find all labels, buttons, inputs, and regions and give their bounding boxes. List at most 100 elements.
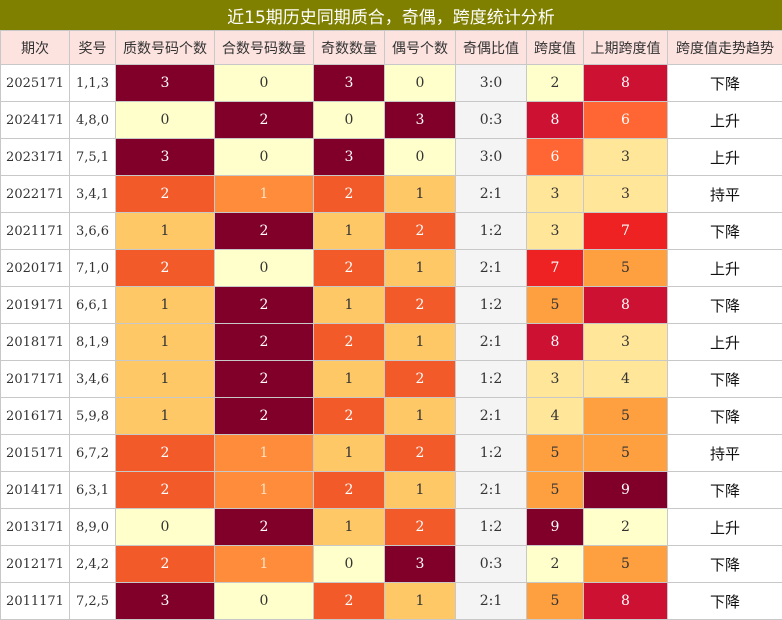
cell-award: 6,7,2 (70, 435, 116, 472)
cell-prime-count: 1 (116, 324, 215, 361)
cell-composite-count: 2 (215, 213, 314, 250)
cell-span: 7 (527, 250, 584, 287)
cell-odd-count: 1 (314, 287, 385, 324)
cell-period: 2019171 (1, 287, 70, 324)
cell-span-trend: 下降 (668, 287, 782, 324)
cell-even-count: 0 (385, 65, 456, 102)
header-span: 跨度值 (527, 31, 584, 65)
header-award: 奖号 (70, 31, 116, 65)
cell-odd-even-ratio: 3:0 (456, 139, 527, 176)
cell-span: 3 (527, 176, 584, 213)
cell-span-trend: 持平 (668, 176, 782, 213)
cell-composite-count: 2 (215, 509, 314, 546)
cell-odd-even-ratio: 1:2 (456, 361, 527, 398)
cell-award: 6,3,1 (70, 472, 116, 509)
header-prev-span: 上期跨度值 (584, 31, 668, 65)
cell-odd-count: 1 (314, 435, 385, 472)
cell-composite-count: 2 (215, 324, 314, 361)
cell-award: 1,1,3 (70, 65, 116, 102)
cell-even-count: 2 (385, 213, 456, 250)
cell-composite-count: 1 (215, 472, 314, 509)
header-prime-count: 质数号码个数 (116, 31, 215, 65)
cell-prime-count: 1 (116, 361, 215, 398)
cell-period: 2018171 (1, 324, 70, 361)
cell-composite-count: 2 (215, 102, 314, 139)
cell-composite-count: 2 (215, 287, 314, 324)
cell-prev-span: 4 (584, 361, 668, 398)
cell-prev-span: 8 (584, 287, 668, 324)
cell-span: 5 (527, 287, 584, 324)
cell-prev-span: 6 (584, 102, 668, 139)
cell-span-trend: 持平 (668, 435, 782, 472)
cell-prime-count: 3 (116, 139, 215, 176)
cell-span: 3 (527, 213, 584, 250)
cell-even-count: 3 (385, 546, 456, 583)
cell-odd-even-ratio: 1:2 (456, 287, 527, 324)
cell-even-count: 1 (385, 583, 456, 620)
cell-period: 2016171 (1, 398, 70, 435)
cell-span-trend: 上升 (668, 139, 782, 176)
cell-award: 7,5,1 (70, 139, 116, 176)
cell-odd-count: 3 (314, 139, 385, 176)
cell-period: 2015171 (1, 435, 70, 472)
cell-prev-span: 3 (584, 176, 668, 213)
cell-span-trend: 下降 (668, 213, 782, 250)
cell-odd-count: 2 (314, 250, 385, 287)
cell-period: 2023171 (1, 139, 70, 176)
cell-award: 3,4,6 (70, 361, 116, 398)
cell-odd-even-ratio: 2:1 (456, 472, 527, 509)
cell-odd-even-ratio: 1:2 (456, 435, 527, 472)
cell-span: 8 (527, 102, 584, 139)
cell-composite-count: 0 (215, 583, 314, 620)
cell-period: 2022171 (1, 176, 70, 213)
cell-span: 2 (527, 546, 584, 583)
cell-prime-count: 2 (116, 435, 215, 472)
cell-odd-even-ratio: 0:3 (456, 102, 527, 139)
cell-odd-count: 0 (314, 102, 385, 139)
stats-table: 期次 奖号 质数号码个数 合数号码数量 奇数数量 偶号个数 奇偶比值 跨度值 上… (0, 30, 782, 620)
cell-prev-span: 5 (584, 435, 668, 472)
header-odd-even-ratio: 奇偶比值 (456, 31, 527, 65)
cell-composite-count: 0 (215, 65, 314, 102)
cell-prime-count: 1 (116, 287, 215, 324)
cell-odd-even-ratio: 2:1 (456, 583, 527, 620)
cell-even-count: 2 (385, 435, 456, 472)
cell-odd-even-ratio: 1:2 (456, 509, 527, 546)
cell-prev-span: 3 (584, 139, 668, 176)
cell-even-count: 1 (385, 176, 456, 213)
cell-odd-count: 2 (314, 472, 385, 509)
cell-composite-count: 2 (215, 361, 314, 398)
cell-prev-span: 5 (584, 250, 668, 287)
cell-span: 9 (527, 509, 584, 546)
cell-period: 2020171 (1, 250, 70, 287)
cell-prev-span: 5 (584, 398, 668, 435)
cell-award: 2,4,2 (70, 546, 116, 583)
cell-prime-count: 3 (116, 65, 215, 102)
cell-prime-count: 0 (116, 102, 215, 139)
cell-span: 6 (527, 139, 584, 176)
cell-odd-count: 1 (314, 509, 385, 546)
cell-period: 2013171 (1, 509, 70, 546)
cell-odd-count: 0 (314, 546, 385, 583)
cell-prev-span: 9 (584, 472, 668, 509)
cell-award: 3,4,1 (70, 176, 116, 213)
cell-prime-count: 1 (116, 398, 215, 435)
cell-award: 8,1,9 (70, 324, 116, 361)
cell-period: 2017171 (1, 361, 70, 398)
cell-period: 2024171 (1, 102, 70, 139)
cell-span-trend: 上升 (668, 509, 782, 546)
cell-prev-span: 3 (584, 324, 668, 361)
header-composite-count: 合数号码数量 (215, 31, 314, 65)
cell-span-trend: 上升 (668, 102, 782, 139)
cell-odd-count: 1 (314, 213, 385, 250)
